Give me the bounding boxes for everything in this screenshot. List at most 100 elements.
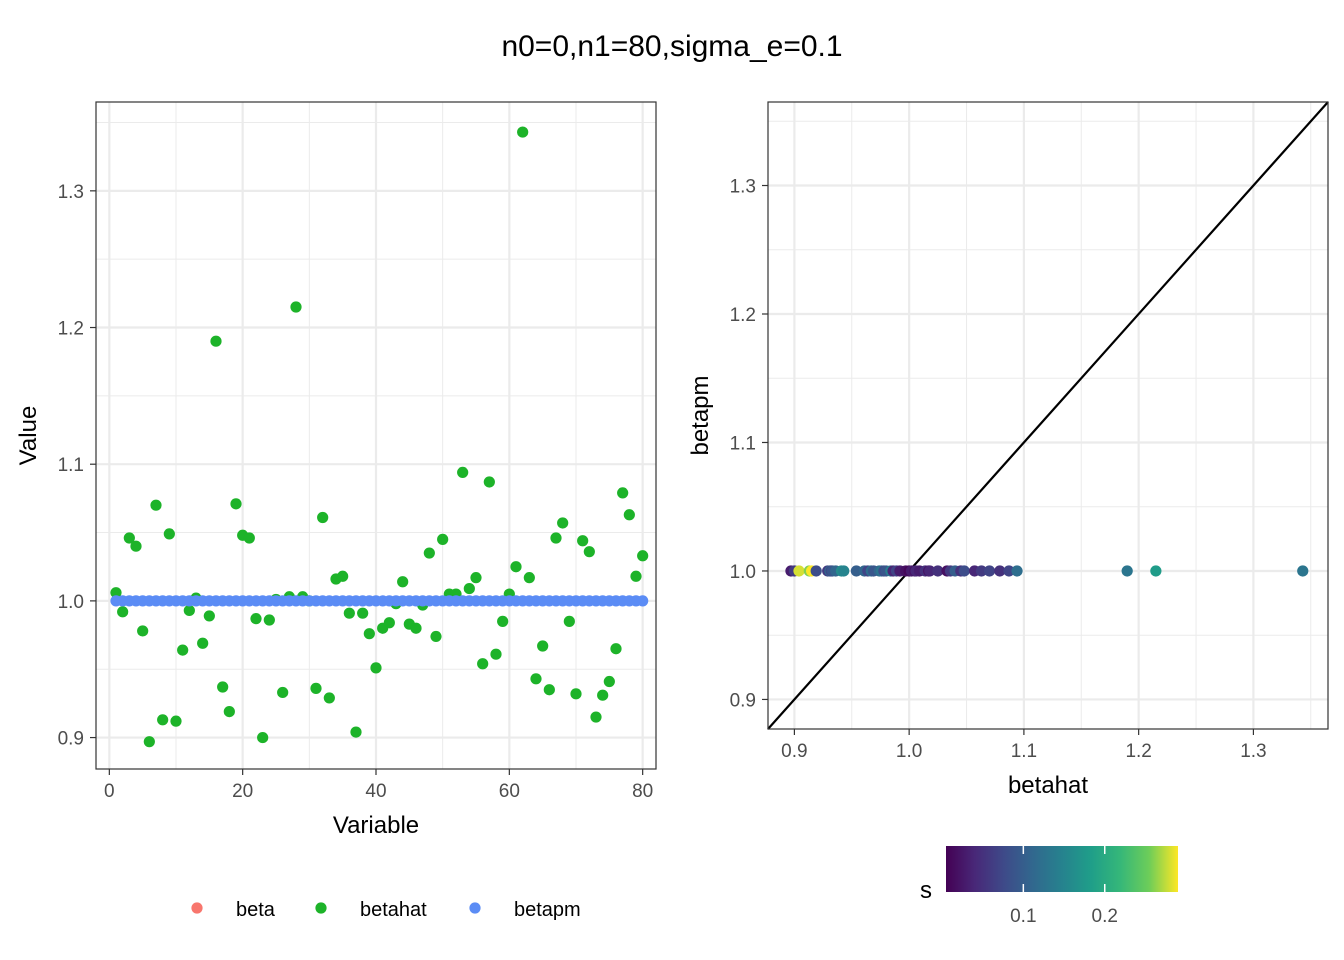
right-x-axis-label: betahat	[1008, 772, 1088, 799]
color-scale-title: s	[920, 877, 932, 904]
legend-key-betapm	[469, 902, 481, 914]
y-tick-label: 0.9	[58, 729, 84, 750]
betahat-point	[563, 615, 575, 627]
betahat-point	[590, 711, 602, 723]
x-tick-label: 60	[499, 781, 520, 802]
betahat-point	[617, 487, 629, 499]
y-tick-label: 1.0	[730, 562, 756, 583]
betahat-point	[250, 613, 262, 625]
betahat-point	[497, 615, 509, 627]
betahat-point	[530, 673, 542, 685]
betahat-point	[363, 628, 375, 640]
betahat-point	[257, 731, 269, 744]
x-tick-label: 1.2	[1125, 741, 1151, 762]
betapm-vs-betahat-point	[975, 565, 988, 577]
legend-label-beta: beta	[236, 899, 276, 921]
y-tick-label: 1.3	[730, 177, 756, 198]
right-y-axis-label: betapm	[687, 375, 714, 455]
left-x-axis-ticks: 0 20 40 60 80	[104, 769, 653, 802]
betahat-point	[110, 587, 122, 599]
betahat-point	[537, 640, 549, 652]
color-scale-tick-label: 0.2	[1092, 906, 1118, 927]
betapm-vs-betahat-point	[1003, 565, 1015, 577]
betahat-point	[423, 547, 435, 559]
right-y-axis-ticks: 0.9 1.0 1.1 1.2 1.3	[730, 177, 768, 711]
y-tick-label: 1.2	[730, 305, 756, 326]
betahat-point	[123, 532, 135, 544]
y-tick-label: 1.1	[730, 433, 756, 454]
betahat-point	[310, 682, 322, 694]
right-scatter-panel: 0.9 1.0 1.1 1.2 1.3 0.91.01.11.21.3 betahat …	[687, 101, 1329, 799]
betahat-point	[263, 614, 275, 626]
betahat-point	[290, 301, 302, 313]
betapm-vs-betahat-point	[983, 565, 996, 577]
betahat-point	[117, 606, 129, 618]
betahat-point	[177, 644, 189, 656]
right-x-axis-ticks: 0.9 1.0 1.1 1.2 1.3	[781, 729, 1267, 762]
betapm-vs-betahat-point	[932, 565, 944, 577]
betahat-point	[130, 540, 142, 552]
betapm-vs-betahat-point	[850, 565, 862, 577]
color-scale-ticks: 0.1 0.2	[1010, 846, 1118, 927]
series-legend: beta betahat betapm	[191, 899, 581, 921]
betapm-vs-betahat-point	[838, 565, 850, 577]
betahat-point	[370, 662, 382, 674]
betahat-point	[203, 610, 215, 622]
betahat-point	[550, 532, 562, 544]
legend-key-beta	[191, 902, 203, 914]
betahat-point	[570, 688, 582, 700]
x-tick-label: 0	[104, 781, 115, 802]
left-scatter-panel: 0 20 40 60 80 0.9 1.0 1.1 1.2 1.3 Variable Value	[15, 101, 657, 839]
betahat-point	[597, 689, 609, 701]
betahat-point	[143, 736, 155, 748]
betahat-point	[523, 572, 535, 584]
betahat-point	[397, 576, 409, 588]
betahat-point	[470, 572, 482, 584]
betahat-point	[223, 705, 235, 718]
left-grid	[96, 102, 656, 769]
x-tick-label: 20	[232, 781, 253, 802]
betahat-point	[410, 622, 422, 634]
legend-label-betapm: betapm	[514, 899, 581, 921]
left-y-axis-label: Value	[15, 406, 42, 466]
betapm-vs-betahat-point	[958, 565, 970, 577]
betahat-point	[210, 335, 222, 347]
x-tick-label: 1.3	[1240, 741, 1266, 762]
betahat-point	[630, 570, 642, 582]
right-data-points	[785, 565, 1309, 577]
color-scale-bar	[946, 846, 1178, 892]
betahat-point	[217, 681, 229, 693]
betahat-point	[383, 617, 395, 629]
x-tick-label: 40	[365, 781, 386, 802]
betahat-point	[557, 517, 569, 529]
betahat-point	[137, 625, 149, 637]
color-scale-tick-label: 0.1	[1010, 906, 1036, 927]
betahat-point	[243, 532, 255, 544]
y-tick-label: 1.0	[58, 592, 84, 613]
betahat-point	[490, 648, 502, 660]
betahat-point	[463, 582, 475, 595]
betapm-vs-betahat-point	[1011, 565, 1023, 577]
left-x-axis-label: Variable	[333, 812, 419, 839]
betapm-vs-betahat-point	[994, 565, 1006, 577]
betahat-point	[357, 607, 369, 619]
betahat-point	[583, 546, 595, 558]
x-tick-label: 0.9	[781, 741, 807, 762]
left-y-axis-ticks: 0.9 1.0 1.1 1.2 1.3	[58, 182, 96, 750]
x-tick-label: 1.1	[1011, 741, 1037, 762]
betahat-point	[610, 643, 622, 655]
betahat-point	[197, 637, 209, 649]
betahat-point	[603, 675, 615, 688]
betahat-point	[430, 630, 442, 643]
legend-label-betahat: betahat	[360, 899, 427, 921]
betahat-point	[577, 535, 589, 547]
y-tick-label: 1.3	[58, 182, 84, 203]
betahat-point	[157, 714, 169, 726]
betahat-point	[323, 692, 335, 704]
color-scale-legend: s 0.1 0.2	[920, 846, 1178, 927]
betahat-point	[477, 658, 489, 670]
y-tick-label: 0.9	[730, 690, 756, 711]
betahat-point	[637, 550, 649, 562]
betahat-point	[350, 726, 362, 738]
